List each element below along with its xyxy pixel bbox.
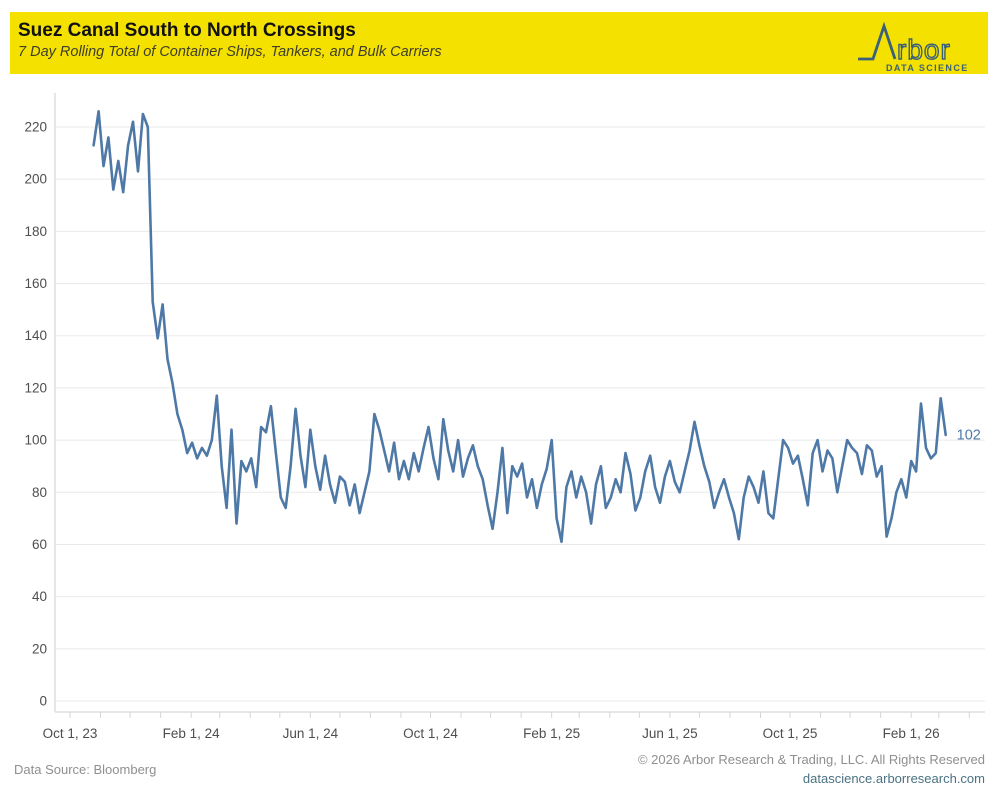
footer-data-source: Data Source: Bloomberg bbox=[14, 762, 157, 777]
y-tick-label: 0 bbox=[39, 694, 47, 709]
logo-tagline: DATA SCIENCE bbox=[886, 63, 969, 73]
x-tick-label: Oct 1, 24 bbox=[403, 726, 458, 741]
y-tick-label: 180 bbox=[24, 224, 47, 239]
logo-spike-icon bbox=[858, 21, 897, 61]
y-tick-label: 140 bbox=[24, 328, 47, 343]
end-value-label: 102 bbox=[957, 427, 981, 443]
x-tick-label: Jun 1, 24 bbox=[283, 726, 339, 741]
y-tick-label: 220 bbox=[24, 120, 47, 135]
x-tick-label: Oct 1, 23 bbox=[43, 726, 98, 741]
y-tick-label: 40 bbox=[32, 589, 47, 604]
footer-website-link[interactable]: datascience.arborresearch.com bbox=[802, 771, 985, 786]
y-tick-label: 100 bbox=[24, 433, 47, 448]
x-tick-label: Jun 1, 25 bbox=[642, 726, 698, 741]
page-subtitle: 7 Day Rolling Total of Container Ships, … bbox=[18, 43, 442, 60]
crossings-line-series bbox=[92, 110, 947, 544]
y-tick-label: 60 bbox=[32, 537, 47, 552]
y-tick-label: 80 bbox=[32, 485, 47, 500]
header-band: Suez Canal South to North Crossings 7 Da… bbox=[10, 12, 988, 74]
y-tick-label: 160 bbox=[24, 276, 47, 291]
x-tick-label: Oct 1, 25 bbox=[763, 726, 818, 741]
y-tick-label: 200 bbox=[24, 172, 47, 187]
y-tick-label: 20 bbox=[32, 641, 47, 656]
x-tick-label: Feb 1, 24 bbox=[163, 726, 221, 741]
page-title: Suez Canal South to North Crossings bbox=[18, 20, 356, 41]
arbor-logo: rbor DATA SCIENCE bbox=[858, 21, 969, 73]
x-tick-label: Feb 1, 26 bbox=[883, 726, 940, 741]
logo-brand-text: rbor bbox=[897, 34, 951, 65]
footer-right-block: © 2026 Arbor Research & Trading, LLC. Al… bbox=[638, 750, 985, 788]
footer-copyright: © 2026 Arbor Research & Trading, LLC. Al… bbox=[637, 752, 985, 767]
x-tick-label: Feb 1, 25 bbox=[523, 726, 580, 741]
y-tick-label: 120 bbox=[24, 380, 47, 395]
